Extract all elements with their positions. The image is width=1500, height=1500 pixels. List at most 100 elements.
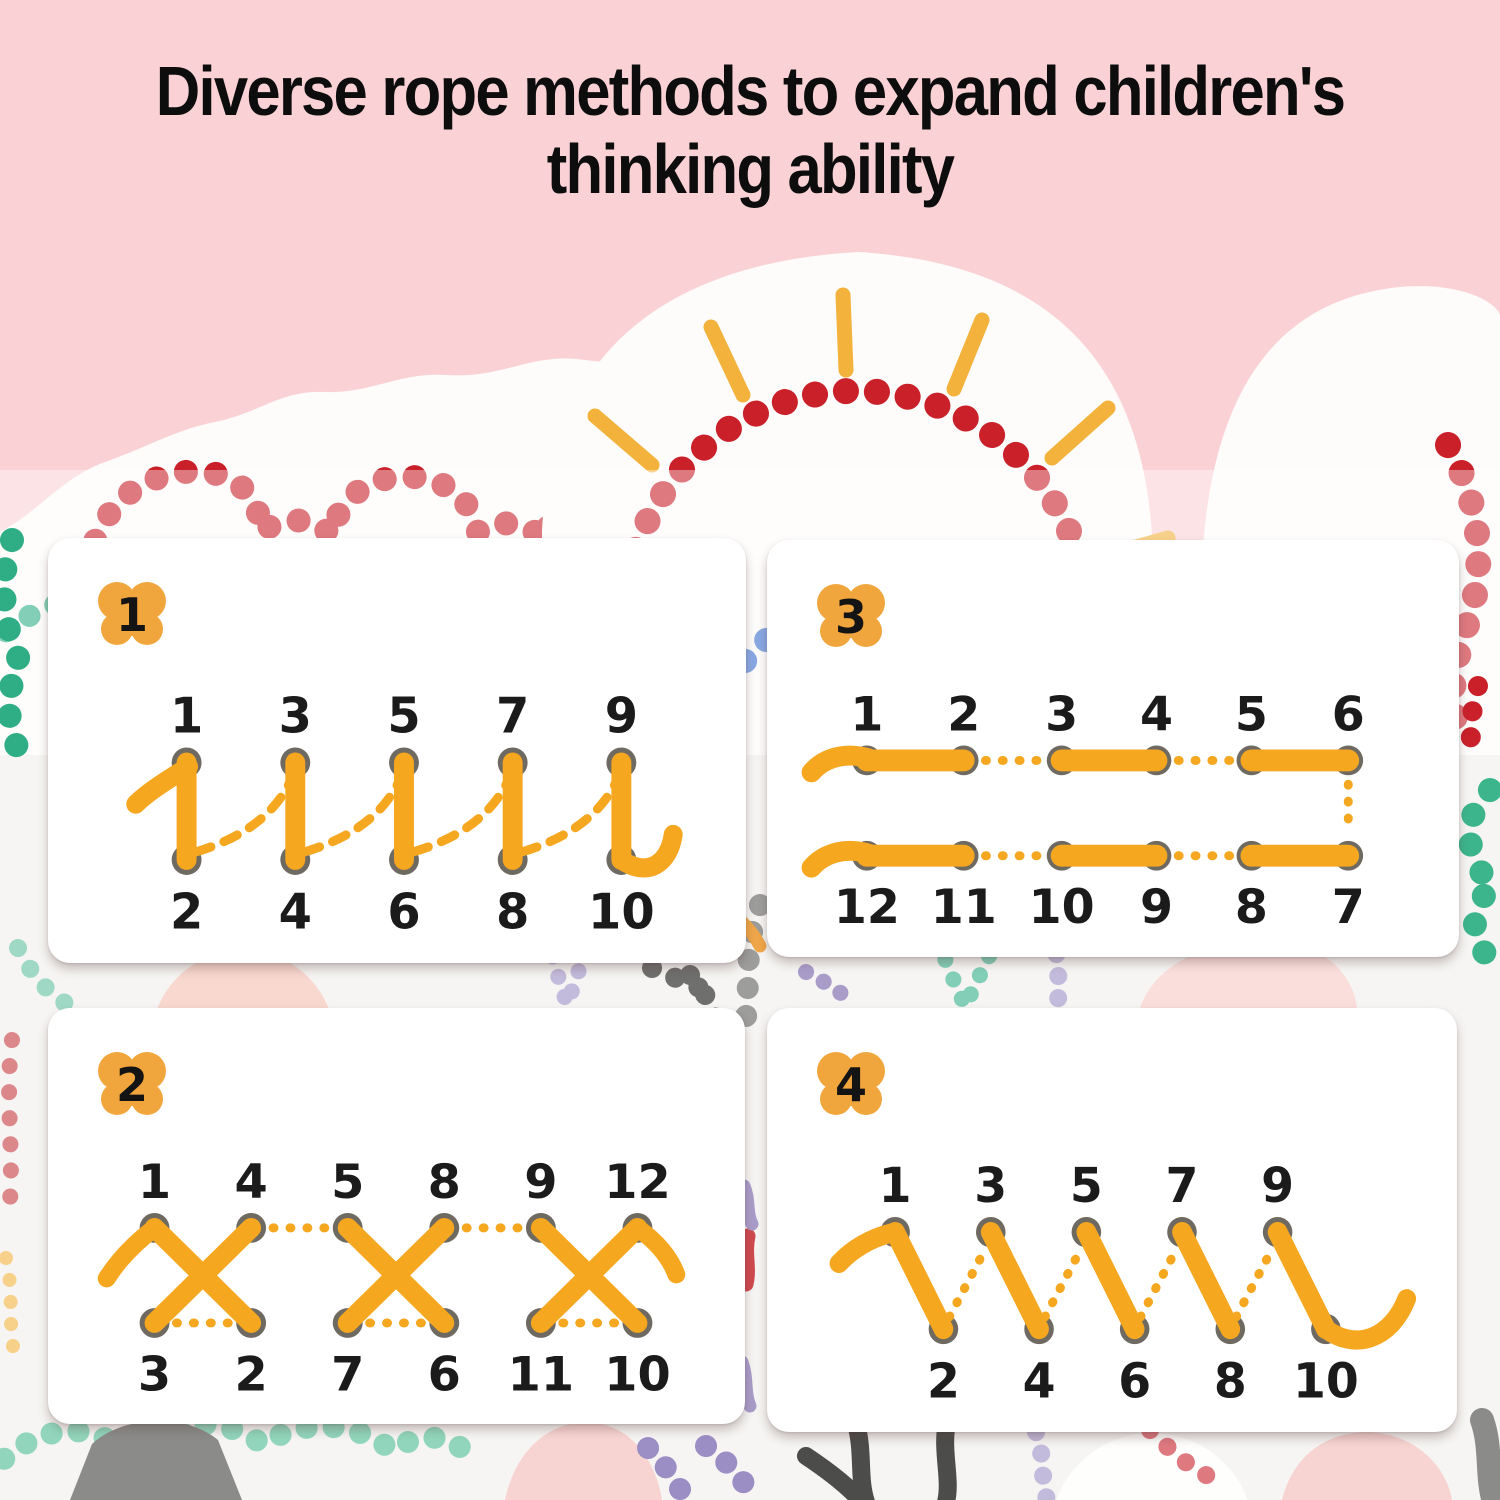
hole-number-label: 5 (331, 1155, 364, 1210)
thread-solid (980, 1222, 1049, 1340)
hole-number-label: 7 (496, 688, 529, 744)
thread-dotted (518, 770, 624, 857)
step-badge: 2 (92, 1050, 172, 1120)
thread-solid (885, 1222, 954, 1340)
hole-number-label: 2 (927, 1354, 960, 1410)
hole-number-label: 9 (524, 1155, 557, 1210)
method-card-3: 3 1 2 3 4 5 6 12 11 10 9 8 7 (767, 540, 1459, 957)
thread-dotted (944, 1241, 992, 1322)
hole-number-label: 6 (387, 884, 420, 940)
pink-felt-patch (1140, 941, 1357, 1008)
hole-number-label: 3 (1045, 688, 1078, 743)
butterfly-badge-shape (817, 1052, 885, 1115)
butterfly-badge-shape (817, 584, 885, 647)
hole-number-label: 6 (1118, 1354, 1151, 1410)
pink-felt-wedge (505, 1422, 662, 1500)
method-card-4: 4 1 3 5 7 9 2 4 6 8 10 (767, 1008, 1457, 1432)
lacing-pattern-diagram: 1 3 5 7 9 2 4 6 8 10 (829, 1158, 1417, 1410)
hole-number-label: 7 (1332, 880, 1365, 935)
hole-number-label: 1 (850, 688, 883, 743)
thread-dotted (1136, 1241, 1183, 1322)
thread-solid (1172, 1222, 1241, 1340)
hole-number-label: 10 (1029, 880, 1095, 935)
step-number: 4 (834, 1058, 867, 1112)
hole-number-label: 1 (170, 688, 203, 744)
thread-solid (337, 1217, 455, 1333)
thread-solid (530, 1217, 648, 1333)
hole-number-label: 4 (1023, 1354, 1056, 1410)
hole-number-label: 2 (234, 1347, 267, 1402)
butterfly-badge-shape (98, 1052, 166, 1115)
thread-dotted (192, 770, 298, 857)
thread-solid (1076, 1222, 1145, 1340)
step-badge: 4 (811, 1050, 891, 1120)
thread-tail (829, 1222, 905, 1273)
title-line-2: thinking ability (546, 130, 955, 209)
hole-number-label: 5 (387, 688, 420, 744)
hole-number-label: 10 (604, 1347, 671, 1402)
hole-number-label: 1 (138, 1155, 171, 1210)
thread-dotted (300, 770, 407, 857)
hole-number-label: 4 (1140, 688, 1173, 743)
sun-arc-stitch (615, 377, 1097, 593)
hole-number-label: 8 (496, 884, 529, 940)
hole-number-label: 7 (1166, 1158, 1199, 1214)
hole-number-label: 4 (279, 884, 312, 940)
hole-number-label: 9 (1261, 1158, 1294, 1214)
hole-number-label: 10 (1293, 1354, 1359, 1410)
thread-tail (801, 745, 879, 783)
pink-felt-wedge (1282, 1432, 1452, 1500)
method-card-2: 2 1 4 5 8 9 12 3 2 7 6 11 10 (48, 1008, 745, 1424)
hole-number-label: 10 (588, 884, 655, 940)
hole-number-label: 3 (974, 1158, 1007, 1214)
butterfly-badge-shape (98, 582, 166, 645)
hole-number-label: 7 (331, 1347, 364, 1402)
hole-number-label: 12 (834, 880, 900, 935)
green-scallop-stitch (0, 1413, 481, 1478)
hole-number-label: 9 (605, 688, 638, 744)
hole-number-label: 8 (1214, 1354, 1247, 1410)
hole-number-label: 5 (1070, 1158, 1103, 1214)
hole-number-label: 1 (879, 1158, 912, 1214)
step-number: 2 (115, 1058, 148, 1112)
hole-number-label: 6 (1332, 688, 1365, 743)
hole-number-label: 9 (1140, 880, 1173, 935)
method-card-1: 1 1 3 5 7 9 2 4 6 8 10 (48, 538, 746, 963)
step-badge: 3 (811, 582, 891, 652)
hole-number-label: 2 (170, 884, 203, 940)
hole-number-label: 6 (428, 1347, 461, 1402)
white-felt-circle (1056, 1433, 1248, 1500)
thread-dotted (1231, 1241, 1279, 1322)
thread-tail (97, 1218, 164, 1288)
thread-solid (144, 1217, 262, 1333)
thread-tail (628, 1218, 686, 1284)
thread-tail (1316, 1289, 1417, 1350)
lacing-pattern-diagram: 1 4 5 8 9 12 3 2 7 6 11 10 (97, 1155, 686, 1402)
step-badge: 1 (92, 580, 172, 650)
title-line-1: Diverse rope methods to expand children'… (155, 52, 1346, 130)
hole-number-label: 2 (947, 688, 980, 743)
hole-number-label: 11 (508, 1347, 575, 1402)
hole-number-label: 12 (604, 1155, 671, 1210)
step-number: 3 (834, 590, 867, 644)
thread-dotted (409, 770, 516, 857)
step-number: 1 (115, 588, 148, 642)
thread-solid (1267, 1222, 1336, 1340)
hole-number-label: 8 (428, 1155, 461, 1210)
page-title: Diverse rope methods to expand children'… (90, 52, 1410, 209)
red-yarn-stitch (1435, 432, 1492, 747)
hole-number-label: 5 (1235, 688, 1268, 743)
gray-felt-blob (70, 1420, 242, 1500)
hole-number-label: 11 (931, 880, 997, 935)
hole-number-label: 8 (1235, 880, 1268, 935)
thread-tail (801, 841, 879, 878)
hole-number-label: 3 (138, 1347, 171, 1402)
lacing-pattern-diagram: 1 3 5 7 9 2 4 6 8 10 (126, 688, 683, 941)
hole-number-label: 3 (279, 688, 312, 744)
thread-tail (126, 757, 199, 814)
lacing-pattern-diagram: 1 2 3 4 5 612 11 10 9 8 7 (801, 688, 1365, 935)
hole-number-label: 4 (234, 1155, 267, 1210)
thread-tail (611, 824, 683, 878)
thread-dotted (1040, 1241, 1087, 1322)
